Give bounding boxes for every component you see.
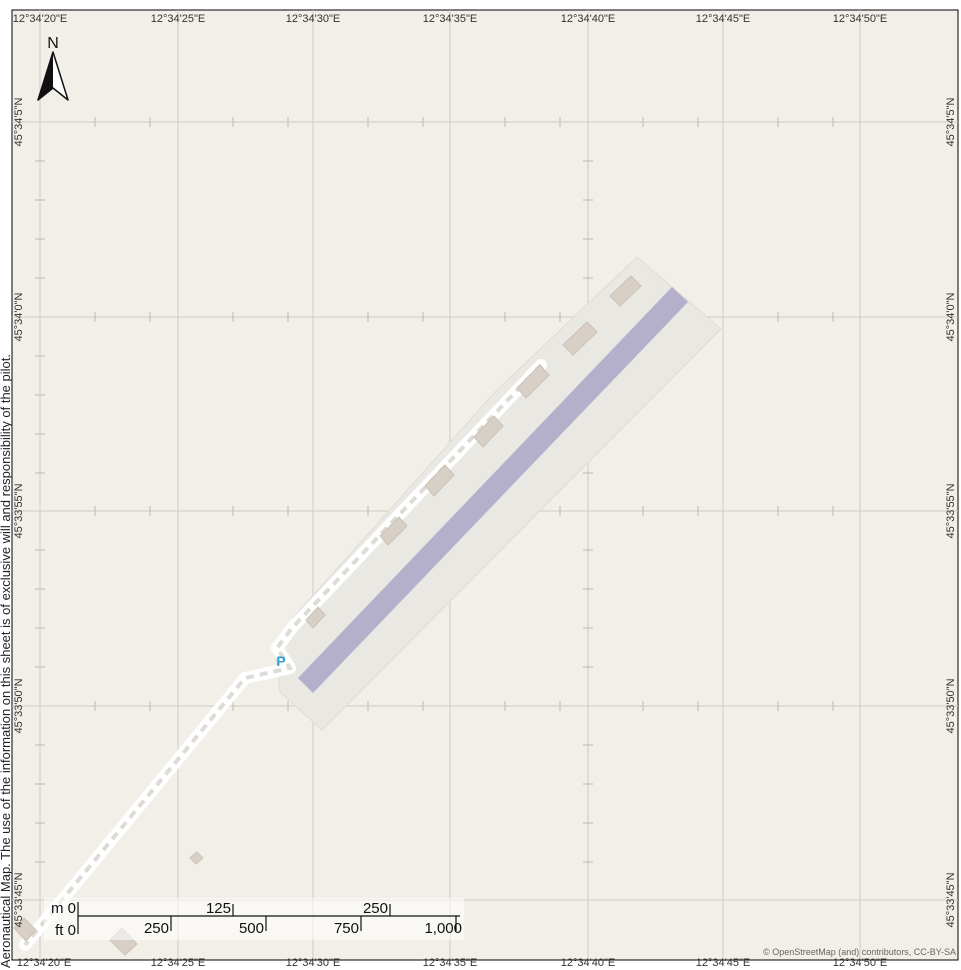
lat-labels-left: 45°34'5"N 45°34'0"N 45°33'55"N 45°33'50"…	[13, 97, 25, 927]
building	[13, 917, 37, 942]
disclaimer-text: Aeronautical Map. The use of the informa…	[0, 354, 13, 968]
building	[379, 516, 408, 546]
north-arrow: N	[37, 35, 69, 101]
lon-label: 12°34'40"E	[561, 957, 615, 969]
building	[516, 364, 550, 399]
buildings	[13, 275, 642, 956]
scale-ft-label: ft 0	[55, 922, 76, 939]
scale-ft-tick: 250	[144, 920, 169, 937]
lon-labels-top: 12°34'20"E 12°34'25"E 12°34'30"E 12°34'3…	[13, 13, 887, 25]
lat-label: 45°34'0"N	[13, 292, 25, 341]
building	[562, 321, 598, 356]
lat-label: 45°33'55"N	[945, 483, 957, 538]
building	[424, 464, 455, 497]
lon-label: 12°34'50"E	[833, 957, 887, 969]
runway[interactable]	[298, 287, 688, 693]
scale-m-label: m 0	[51, 900, 76, 917]
scale-ft-tick: 750	[334, 920, 359, 937]
lon-label: 12°34'30"E	[286, 957, 340, 969]
lon-label: 12°34'20"E	[13, 13, 67, 25]
disclaimer: Aeronautical Map. The use of the informa…	[0, 0, 14, 970]
scale-ft-tick: 500	[239, 920, 264, 937]
building	[305, 606, 326, 629]
access-road[interactable]	[19, 359, 547, 951]
lat-label: 45°34'0"N	[945, 292, 957, 341]
lon-label: 12°34'25"E	[151, 13, 205, 25]
scale-m-tick: 125	[206, 900, 231, 917]
scale-m-tick: 250	[363, 900, 388, 917]
scale-bar: m 0 ft 0 125 250 250 500 750 1,000	[44, 898, 464, 940]
lat-label: 45°33'45"N	[945, 872, 957, 927]
attribution: © OpenStreetMap (and) contributors, CC-B…	[763, 947, 956, 957]
lon-label: 12°34'40"E	[561, 13, 615, 25]
lat-label: 45°33'50"N	[945, 678, 957, 733]
lon-label: 12°34'45"E	[696, 13, 750, 25]
lon-label: 12°34'45"E	[696, 957, 750, 969]
lon-label: 12°34'30"E	[286, 13, 340, 25]
building	[473, 415, 504, 448]
lon-label: 12°34'20"E	[17, 957, 71, 969]
lat-label: 45°34'5"N	[945, 97, 957, 146]
north-arrow-label: N	[47, 35, 59, 52]
building	[189, 851, 204, 865]
building	[609, 275, 642, 307]
lat-label: 45°33'45"N	[13, 872, 25, 927]
lon-labels-bottom: 12°34'20"E 12°34'25"E 12°34'30"E 12°34'3…	[17, 957, 887, 969]
lat-label: 45°33'55"N	[13, 483, 25, 538]
lon-label: 12°34'50"E	[833, 13, 887, 25]
lon-label: 12°34'35"E	[423, 957, 477, 969]
lon-label: 12°34'25"E	[151, 957, 205, 969]
lat-labels-right: 45°34'5"N 45°34'0"N 45°33'55"N 45°33'50"…	[945, 97, 957, 927]
scale-ft-tick: 1,000	[424, 920, 462, 937]
lat-label: 45°33'50"N	[13, 678, 25, 733]
lat-label: 45°34'5"N	[13, 97, 25, 146]
parking-label: P	[276, 653, 285, 669]
lon-label: 12°34'35"E	[423, 13, 477, 25]
